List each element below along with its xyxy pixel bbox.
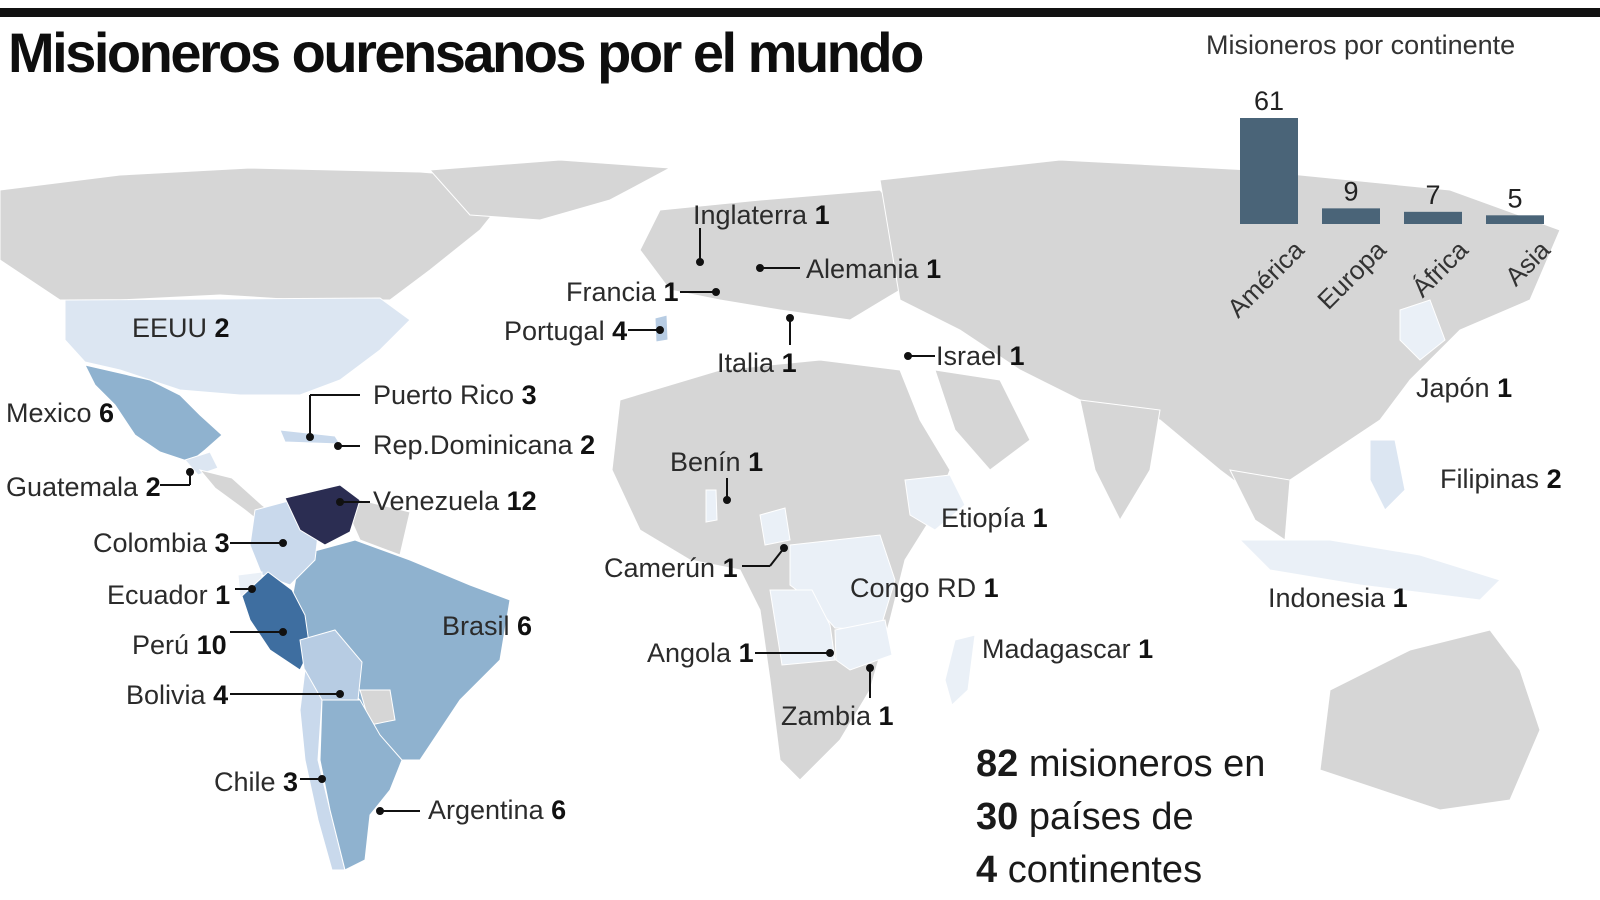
label-benin: Benín 1 bbox=[670, 447, 764, 477]
land-india bbox=[1079, 399, 1161, 522]
leader-chile-dot bbox=[318, 775, 326, 783]
bar-2 bbox=[1404, 211, 1462, 224]
page-title: Misioneros ourensanos por el mundo bbox=[8, 21, 924, 84]
leader-angola-dot bbox=[826, 649, 834, 657]
label-francia: Francia 1 bbox=[566, 277, 679, 307]
region-etiopia bbox=[904, 474, 966, 531]
region-chile bbox=[299, 668, 346, 871]
region-argentina bbox=[319, 699, 403, 871]
leader-benin-dot bbox=[723, 496, 731, 504]
region-indonesia bbox=[1238, 539, 1501, 601]
label-zambia: Zambia 1 bbox=[781, 701, 894, 731]
label-brasil: Brasil 6 bbox=[442, 611, 533, 641]
label-camerun: Camerún 1 bbox=[604, 553, 738, 583]
leader-rep-dominicana-dot bbox=[334, 442, 342, 450]
region-japon bbox=[1399, 299, 1446, 361]
leader-zambia-dot bbox=[866, 664, 874, 672]
label-colombia: Colombia 3 bbox=[93, 528, 230, 558]
region-zambia bbox=[834, 619, 893, 671]
label-rep-dominicana: Rep.Dominicana 2 bbox=[373, 430, 596, 460]
region-camerun bbox=[759, 507, 791, 546]
land-arabia bbox=[934, 369, 1031, 471]
leader-peru-dot bbox=[279, 628, 287, 636]
leader-bolivia-dot bbox=[336, 690, 344, 698]
land-europe bbox=[639, 189, 921, 321]
label-madagascar: Madagascar 1 bbox=[982, 634, 1154, 664]
label-inglaterra: Inglaterra 1 bbox=[693, 200, 830, 230]
label-mexico: Mexico 6 bbox=[6, 398, 115, 428]
label-japon: Japón 1 bbox=[1416, 373, 1513, 403]
land-north-america bbox=[0, 167, 521, 301]
leader-portugal-dot bbox=[656, 326, 664, 334]
leader-argentina-dot bbox=[376, 807, 384, 815]
bar-0 bbox=[1240, 118, 1298, 224]
label-peru: Perú 10 bbox=[132, 630, 227, 660]
leader-francia-dot bbox=[712, 288, 720, 296]
bar-chart-title: Misioneros por continente bbox=[1206, 30, 1516, 60]
label-israel: Israel 1 bbox=[936, 341, 1025, 371]
leader-italia-dot bbox=[786, 314, 794, 322]
region-guatemala bbox=[184, 451, 219, 476]
label-filipinas: Filipinas 2 bbox=[1440, 464, 1562, 494]
leader-colombia-dot bbox=[279, 539, 287, 547]
land-africa bbox=[611, 359, 951, 781]
land-guianas bbox=[339, 494, 411, 556]
land-greenland bbox=[428, 159, 672, 221]
region-eeuu bbox=[64, 297, 411, 396]
summary-line-1: 82 misioneros en bbox=[976, 743, 1266, 785]
region-benin bbox=[705, 489, 718, 523]
label-portugal: Portugal 4 bbox=[504, 316, 628, 346]
leader-ecuador-dot bbox=[248, 585, 256, 593]
land-asia bbox=[879, 159, 1561, 501]
label-chile: Chile 3 bbox=[214, 767, 299, 797]
land-se-asia bbox=[1229, 469, 1291, 541]
label-puerto-rico: Puerto Rico 3 bbox=[373, 380, 537, 410]
summary-line-3: 4 continentes bbox=[976, 849, 1203, 891]
label-italia: Italia 1 bbox=[717, 348, 797, 378]
leader-camerun-dot bbox=[780, 544, 788, 552]
leader-alemania-dot bbox=[756, 264, 764, 272]
summary-block: 82 misioneros en 30 países de 4 continen… bbox=[976, 738, 1265, 897]
bar-value-2: 7 bbox=[1425, 180, 1440, 210]
region-filipinas bbox=[1369, 439, 1406, 511]
leader-venezuela-dot bbox=[336, 498, 344, 506]
bar-3 bbox=[1486, 215, 1544, 224]
label-eeuu: EEUU 2 bbox=[132, 313, 230, 343]
label-guatemala: Guatemala 2 bbox=[6, 472, 161, 502]
bar-value-3: 5 bbox=[1507, 183, 1522, 213]
leader-guatemala-dot bbox=[186, 468, 194, 476]
label-bolivia: Bolivia 4 bbox=[126, 680, 229, 710]
leader-inglaterra-dot bbox=[696, 258, 704, 266]
label-etiopia: Etiopía 1 bbox=[941, 503, 1048, 533]
label-congo-rd: Congo RD 1 bbox=[850, 573, 999, 603]
label-angola: Angola 1 bbox=[647, 638, 754, 668]
label-ecuador: Ecuador 1 bbox=[107, 580, 231, 610]
label-indonesia: Indonesia 1 bbox=[1268, 583, 1408, 613]
leader-puerto-rico-dot bbox=[306, 433, 314, 441]
bar-1 bbox=[1322, 208, 1380, 224]
label-venezuela: Venezuela 12 bbox=[373, 486, 537, 516]
bar-value-1: 9 bbox=[1343, 176, 1358, 206]
leader-israel-dot bbox=[904, 352, 912, 360]
label-argentina: Argentina 6 bbox=[428, 795, 567, 825]
label-alemania: Alemania 1 bbox=[806, 254, 942, 284]
top-rule bbox=[0, 8, 1600, 17]
region-madagascar bbox=[944, 634, 976, 706]
bar-value-0: 61 bbox=[1254, 86, 1284, 116]
land-australia bbox=[1319, 629, 1541, 811]
summary-line-2: 30 países de bbox=[976, 796, 1194, 838]
